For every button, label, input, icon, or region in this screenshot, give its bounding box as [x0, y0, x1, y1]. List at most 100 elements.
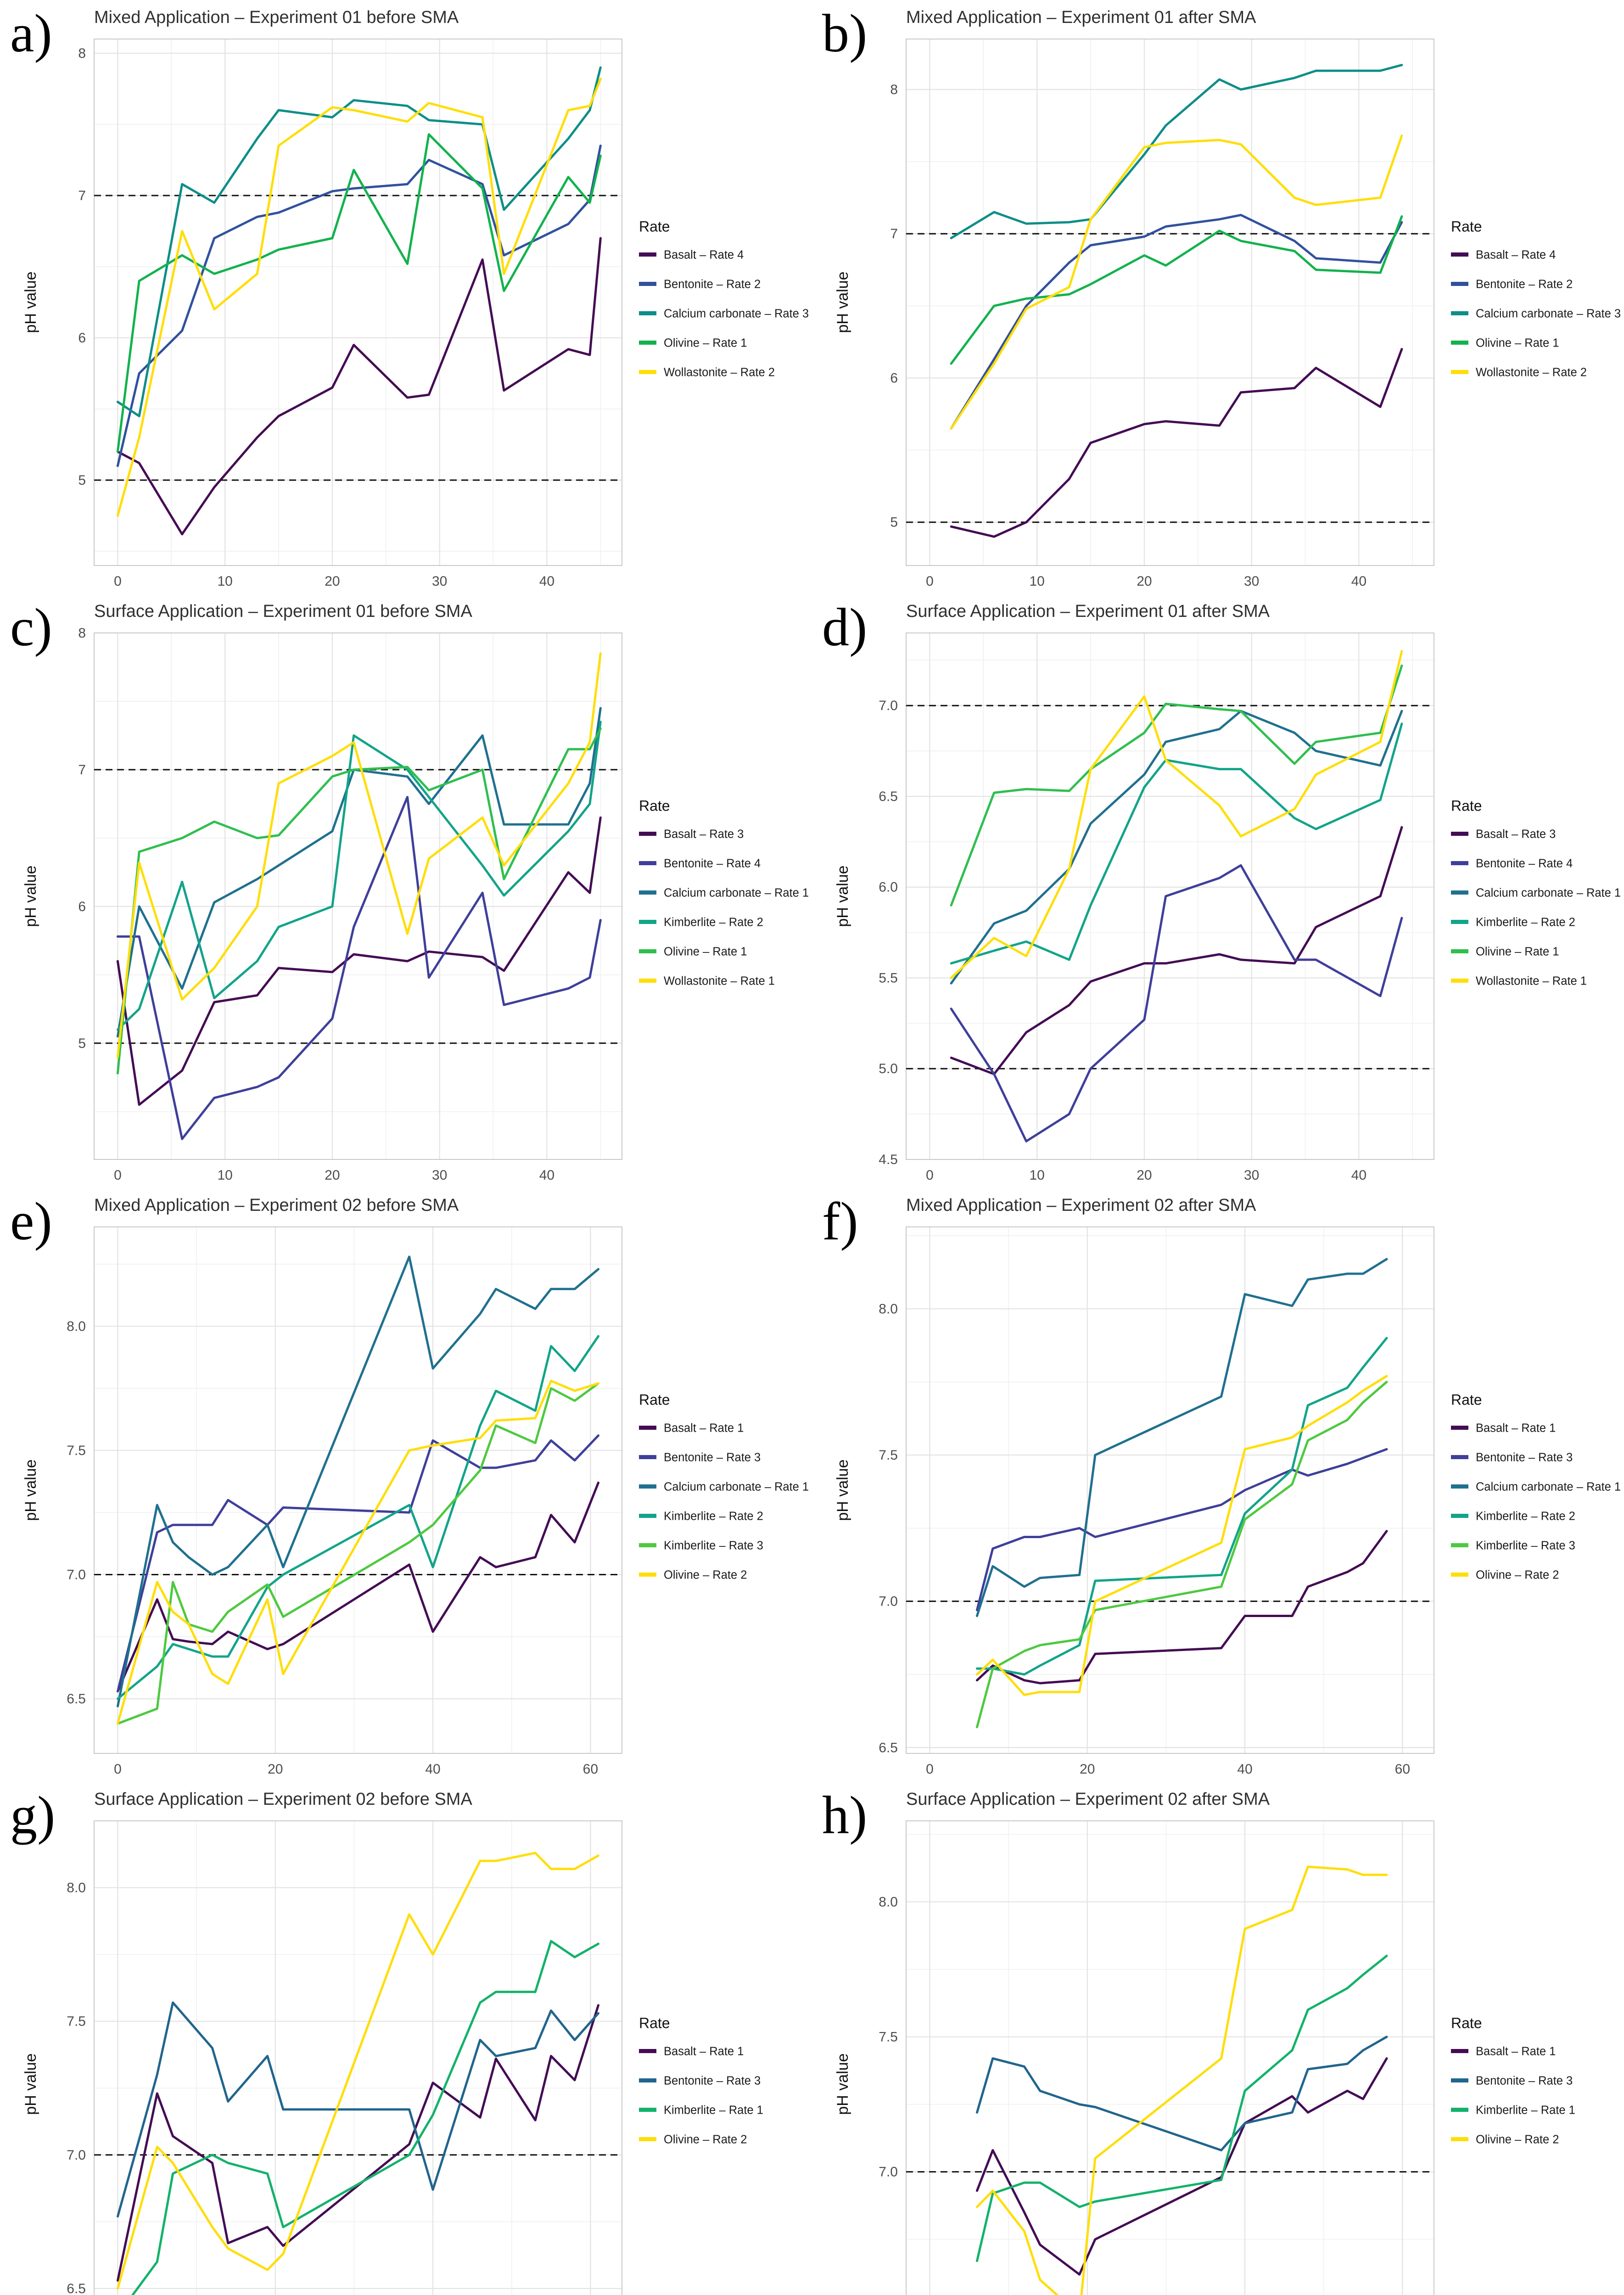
- y-tick-label: 8: [78, 46, 86, 61]
- panel-g: g) 6.57.07.58.00204060DayspH valueSurfac…: [0, 1782, 812, 2295]
- x-tick-label: 40: [425, 1762, 440, 1777]
- legend-item-label: Kimberlite – Rate 2: [1476, 916, 1575, 929]
- plot-border: [906, 633, 1434, 1160]
- legend-item-label: Bentonite – Rate 4: [664, 857, 761, 870]
- y-axis-label: pH value: [22, 2053, 39, 2115]
- legend-item-label: Bentonite – Rate 3: [1476, 1451, 1573, 1464]
- chart-background: [812, 594, 1624, 1188]
- y-tick-label: 7.0: [879, 2165, 898, 2180]
- legend-title: Rate: [639, 218, 670, 235]
- plot-border: [94, 1820, 622, 2295]
- legend-item-label: Kimberlite – Rate 3: [1476, 1539, 1575, 1552]
- chart-background: [812, 1782, 1624, 2295]
- legend-item-label: Kimberlite – Rate 1: [1476, 2104, 1575, 2117]
- legend-item-label: Calcium carbonate – Rate 1: [664, 887, 809, 900]
- y-tick-label: 8.0: [67, 1319, 86, 1334]
- legend-item-label: Olivine – Rate 1: [1476, 946, 1559, 958]
- y-tick-label: 8.0: [879, 1894, 898, 1909]
- legend-item-label: Calcium carbonate – Rate 1: [664, 1481, 809, 1494]
- series-line-calcium-carbonate-rate-1: [117, 1255, 599, 1707]
- series-line-calcium-carbonate-rate-1: [976, 1258, 1388, 1617]
- y-tick-label: 5: [78, 473, 86, 488]
- y-axis-label: pH value: [22, 1459, 39, 1521]
- panel-letter-f: f): [822, 1191, 858, 1251]
- legend-item-label: Basalt – Rate 1: [664, 2045, 744, 2058]
- series-line-wollastonite-rate-2: [116, 78, 602, 517]
- series-line-bentonite-rate-4: [116, 796, 602, 1140]
- x-tick-label: 60: [583, 1762, 598, 1777]
- series-line-bentonite-rate-4: [950, 864, 1403, 1142]
- panel-letter-d: d): [822, 597, 868, 657]
- x-tick-label: 20: [1080, 1762, 1095, 1777]
- x-tick-label: 20: [1137, 1168, 1152, 1183]
- panel-letter-e: e): [10, 1191, 52, 1251]
- plot-border: [94, 1226, 622, 1754]
- panel-letter-g: g): [10, 1785, 56, 1845]
- x-tick-label: 0: [114, 1168, 122, 1183]
- panel-letter-c: c): [10, 597, 52, 657]
- series-line-basalt-rate-3: [116, 816, 602, 1106]
- series-line-bentonite-rate-3: [117, 1434, 599, 1693]
- plot-border: [94, 39, 622, 566]
- y-tick-label: 5: [78, 1036, 86, 1051]
- series-line-basalt-rate-4: [116, 237, 602, 536]
- series-line-olivine-rate-1: [950, 215, 1403, 365]
- y-tick-label: 7: [890, 226, 898, 241]
- series-line-bentonite-rate-2: [116, 145, 602, 467]
- series-line-bentonite-rate-3: [117, 2001, 599, 2218]
- y-axis-label: pH value: [22, 865, 39, 927]
- y-tick-label: 5: [890, 515, 898, 530]
- y-tick-label: 6.5: [879, 789, 898, 804]
- x-tick-label: 10: [1029, 1168, 1044, 1183]
- y-tick-label: 6.5: [67, 1691, 86, 1707]
- legend-title: Rate: [639, 798, 670, 814]
- plot-border: [906, 1820, 1434, 2295]
- x-tick-label: 40: [1351, 1168, 1366, 1183]
- legend-item-label: Bentonite – Rate 3: [1476, 2075, 1573, 2088]
- panel-letter-a: a): [10, 3, 52, 63]
- x-tick-label: 30: [1244, 574, 1259, 589]
- panel-letter-b: b): [822, 3, 868, 63]
- legend-item-label: Wollastonite – Rate 2: [664, 366, 775, 379]
- y-axis-label: pH value: [834, 2053, 851, 2115]
- y-tick-label: 5.0: [879, 1061, 898, 1076]
- series-line-bentonite-rate-2: [950, 213, 1403, 430]
- y-tick-label: 6.0: [879, 880, 898, 895]
- series-line-basalt-rate-1: [117, 2004, 599, 2282]
- series-line-basalt-rate-3: [950, 826, 1403, 1075]
- y-axis-label: pH value: [834, 865, 851, 927]
- y-tick-label: 6: [78, 330, 86, 346]
- series-line-calcium-carbonate-rate-3: [950, 64, 1403, 240]
- y-tick-label: 5.5: [879, 970, 898, 985]
- legend-item-label: Bentonite – Rate 2: [664, 278, 761, 291]
- y-tick-label: 8.0: [879, 1301, 898, 1316]
- legend-item-label: Olivine – Rate 1: [664, 946, 747, 958]
- y-tick-label: 8: [78, 626, 86, 641]
- panel-e: e) 6.57.07.58.00204060DayspH valueMixed …: [0, 1188, 812, 1782]
- x-tick-label: 40: [1237, 1762, 1252, 1777]
- series-line-kimberlite-rate-3: [117, 1382, 599, 1725]
- legend-item-label: Kimberlite – Rate 3: [664, 1539, 763, 1552]
- legend-item-label: Wollastonite – Rate 1: [664, 975, 775, 988]
- legend-item-label: Wollastonite – Rate 1: [1476, 975, 1587, 988]
- series-line-kimberlite-rate-2: [116, 721, 602, 1031]
- legend-item-label: Wollastonite – Rate 2: [1476, 366, 1587, 379]
- panel-title: Mixed Application – Experiment 02 after …: [906, 1196, 1256, 1215]
- panel-title: Surface Application – Experiment 01 befo…: [94, 602, 472, 621]
- panel-f: f) 6.57.07.58.00204060DayspH valueMixed …: [812, 1188, 1624, 1782]
- series-line-olivine-rate-1: [950, 664, 1403, 907]
- legend-item-label: Olivine – Rate 1: [1476, 337, 1559, 350]
- y-tick-label: 6: [890, 370, 898, 386]
- y-tick-label: 7.5: [879, 2030, 898, 2045]
- y-tick-label: 7.0: [879, 698, 898, 713]
- series-line-basalt-rate-1: [117, 1481, 599, 1693]
- legend-item-label: Calcium carbonate – Rate 3: [664, 308, 809, 320]
- y-tick-label: 6: [78, 899, 86, 914]
- y-tick-label: 7.0: [67, 1567, 86, 1582]
- y-tick-label: 7.5: [67, 2014, 86, 2029]
